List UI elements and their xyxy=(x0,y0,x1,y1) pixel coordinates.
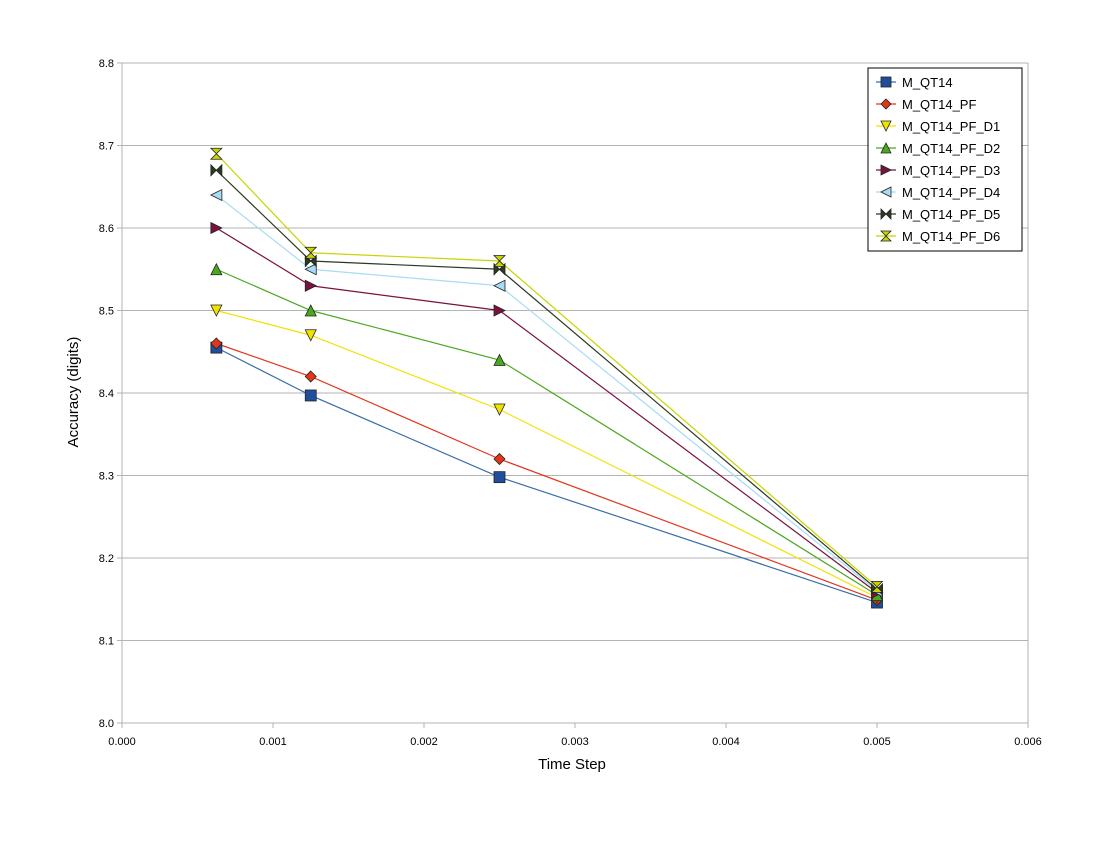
legend-item: M_QT14 xyxy=(876,75,953,90)
legend-item: M_QT14_PF_D3 xyxy=(876,163,1000,178)
legend-marker xyxy=(880,120,892,132)
data-point xyxy=(304,263,317,276)
series-line xyxy=(216,342,878,601)
legend-box xyxy=(867,67,1023,252)
y-tick-label: 8.6 xyxy=(99,223,114,235)
data-point xyxy=(493,279,506,292)
data-point xyxy=(493,471,506,484)
x-tick-label: 0.006 xyxy=(1014,736,1042,748)
legend-label: M_QT14_PF_D3 xyxy=(902,163,1000,178)
x-tick-label: 0.004 xyxy=(712,736,740,748)
data-point xyxy=(304,389,317,402)
data-point xyxy=(210,163,223,177)
data-point xyxy=(870,580,884,593)
axes xyxy=(117,62,1029,728)
data-point xyxy=(304,304,317,317)
series-line xyxy=(216,194,878,592)
y-axis-title: Accuracy (digits) xyxy=(65,337,82,448)
x-tick-label: 0.002 xyxy=(410,736,438,748)
series-line xyxy=(216,347,878,604)
legend-item: M_QT14_PF_D4 xyxy=(876,185,1000,200)
x-axis-title: Time Step xyxy=(538,756,606,773)
data-point xyxy=(210,304,223,317)
markers-m-qt14-pf-d3 xyxy=(210,221,884,599)
series-line xyxy=(215,169,878,590)
y-tick-label: 8.5 xyxy=(99,306,114,318)
data-point xyxy=(304,246,318,259)
legend-label: M_QT14 xyxy=(902,75,953,90)
y-tick-labels: 8.0 8.1 8.2 8.3 8.4 8.5 8.6 8.7 8.8 xyxy=(99,58,114,730)
series-m-qt14-pf-d2 xyxy=(216,268,878,596)
legend-marker xyxy=(880,98,892,110)
legend-item: M_QT14_PF_D6 xyxy=(876,229,1000,244)
series-m-qt14-pf-d1 xyxy=(216,309,878,599)
y-tick-label: 8.4 xyxy=(99,388,114,400)
legend-label: M_QT14_PF_D6 xyxy=(902,229,1000,244)
legend-item: M_QT14_PF xyxy=(876,97,976,112)
legend-item: M_QT14_PF_D5 xyxy=(876,207,1000,222)
series-m-qt14 xyxy=(216,347,878,604)
x-tick-label: 0.005 xyxy=(863,736,891,748)
series-m-qt14-pf-d4 xyxy=(216,194,878,592)
series-line xyxy=(216,268,878,596)
markers-m-qt14-pf-d6 xyxy=(209,147,884,593)
legend-marker xyxy=(880,208,892,220)
x-tick-label: 0.000 xyxy=(108,736,136,748)
data-point xyxy=(493,353,506,366)
legend-item: M_QT14_PF_D2 xyxy=(876,141,1000,156)
series-m-qt14-pf xyxy=(216,342,878,601)
y-tick-label: 8.8 xyxy=(99,58,114,70)
y-tick-label: 8.1 xyxy=(99,636,114,648)
legend-label: M_QT14_PF_D1 xyxy=(902,119,1000,134)
series-m-qt14-pf-d5 xyxy=(215,169,878,590)
legend-marker xyxy=(880,186,892,198)
legend-label: M_QT14_PF_D2 xyxy=(902,141,1000,156)
data-point xyxy=(304,329,317,342)
markers-m-qt14-pf-d2 xyxy=(210,262,884,602)
legend-item: M_QT14_PF_D1 xyxy=(876,119,1000,134)
legend-marker xyxy=(880,164,892,176)
legend-marker xyxy=(880,230,892,242)
x-tick-label: 0.003 xyxy=(561,736,589,748)
legend-marker xyxy=(880,76,892,88)
legend-label: M_QT14_PF xyxy=(902,97,976,112)
series-m-qt14-pf-d3 xyxy=(216,227,878,594)
y-tick-label: 8.2 xyxy=(99,553,114,565)
data-point xyxy=(210,221,223,235)
data-point xyxy=(210,337,223,350)
data-point xyxy=(493,452,506,466)
legend-label: M_QT14_PF_D5 xyxy=(902,207,1000,222)
x-tick-label: 0.001 xyxy=(259,736,287,748)
series-line xyxy=(216,309,878,599)
series-m-qt14-pf-d6 xyxy=(215,153,878,588)
y-tick-label: 8.7 xyxy=(99,141,114,153)
legend-marker xyxy=(880,142,892,154)
data-point xyxy=(210,262,223,276)
series-line xyxy=(215,153,878,588)
data-point xyxy=(493,403,506,416)
series-line xyxy=(216,227,878,594)
y-tick-label: 8.0 xyxy=(99,718,114,730)
legend-label: M_QT14_PF_D4 xyxy=(902,185,1000,200)
y-tick-label: 8.3 xyxy=(99,471,114,483)
data-point xyxy=(493,304,506,317)
data-point xyxy=(304,279,318,292)
data-point xyxy=(209,188,223,202)
data-point xyxy=(493,255,506,267)
data-point xyxy=(209,147,223,160)
series-group xyxy=(209,147,884,609)
data-point xyxy=(304,370,317,383)
x-tick-labels: 0.000 0.001 0.002 0.003 0.004 0.005 0.006 xyxy=(108,736,1042,748)
legend: M_QT14 M_QT14_PF M_QT14_PF_D1 M_QT14_PF_D2 M… xyxy=(867,67,1023,252)
